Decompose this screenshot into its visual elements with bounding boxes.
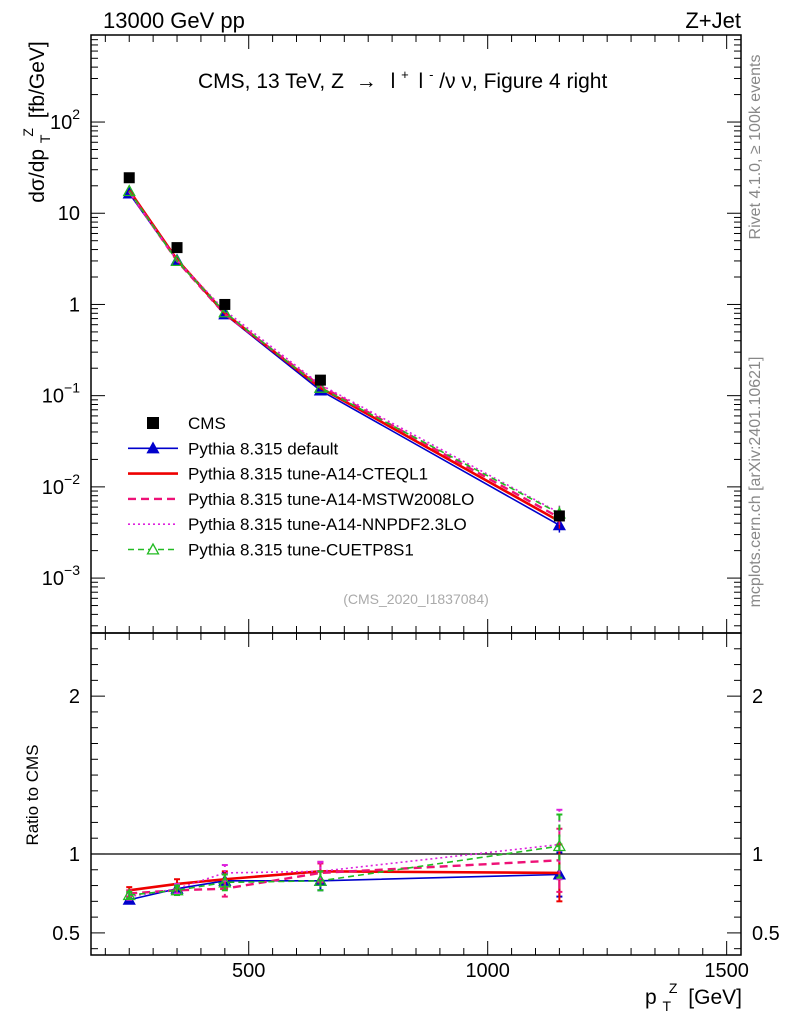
series-marker-ratio: [218, 875, 232, 888]
x-tick-label: 1500: [704, 960, 749, 982]
title-part-1: CMS, 13 TeV, Z: [198, 70, 344, 93]
series-marker-main: [170, 254, 184, 266]
title-sup-plus: +: [401, 67, 409, 82]
y-axis-label: dσ/dp T Z [fb/GeV]: [15, 41, 55, 203]
series-marker-ratio: [552, 839, 566, 852]
x-axis-label: p T Z [GeV]: [645, 975, 742, 1016]
title-arrow: →: [356, 70, 377, 93]
cms-data-point: [219, 298, 231, 310]
legend-label: Pythia 8.315 tune-A14-NNPDF2.3LO: [188, 515, 467, 534]
y-tick-exp: 2: [72, 106, 80, 122]
header-right: Z+Jet: [685, 8, 741, 33]
ratio-y-tick-label-right: 0.5: [752, 923, 780, 945]
legend-cms-label: CMS: [188, 414, 226, 433]
cms-data-point: [123, 172, 135, 184]
y-tick-exp: −3: [64, 562, 80, 578]
main-layer: [122, 172, 566, 533]
title-part-l1: l: [391, 70, 396, 93]
series-line-main: [128, 191, 560, 514]
y-tick-label: 10−3: [42, 562, 80, 590]
ratio-y-tick-label-right: 1: [752, 844, 763, 866]
cms-data-point: [314, 374, 326, 386]
xlabel-sub: T: [662, 998, 671, 1014]
ratio-y-tick-label: 1: [69, 844, 80, 866]
title-sup-minus: -: [429, 67, 433, 82]
rivet-label: Rivet 4.1.0, ≥ 100k events: [747, 55, 764, 240]
title-part-rest: /ν ν, Figure 4 right: [439, 70, 607, 93]
legend-label: Pythia 8.315 tune-A14-CTEQL1: [188, 465, 428, 484]
series-marker-ratio: [170, 883, 184, 896]
series-line-ratio: [129, 845, 560, 896]
y-tick-label: 10: [58, 203, 80, 225]
legend-cms-marker: [147, 417, 159, 429]
title-part-l2: l: [419, 70, 424, 93]
legend-marker: [146, 441, 160, 454]
ylabel-unit: [fb/GeV]: [26, 41, 49, 118]
series-marker-main: [313, 380, 328, 393]
y-tick-label: 102: [50, 106, 80, 134]
y-tick-exp: −2: [64, 471, 80, 487]
ratio-y-tick-label: 2: [69, 686, 80, 708]
mcplots-label: mcplots.cern.ch [arXiv:2401.10621]: [747, 357, 764, 608]
series-marker-ratio: [122, 888, 136, 901]
legend-label: Pythia 8.315 tune-A14-MSTW2008LO: [188, 490, 474, 509]
ratio-y-tick-label-right: 2: [752, 686, 763, 708]
y-tick-base: 10: [50, 112, 72, 134]
legend: CMS Pythia 8.315 default Pythia 8.315 tune…: [128, 414, 474, 560]
cms-data-point: [553, 510, 565, 522]
ratio-layer: [91, 808, 741, 905]
ratio-panel-frame: [90, 632, 742, 956]
ratio-y-axis-label: Ratio to CMS: [23, 744, 42, 845]
x-tick-label: 1000: [465, 960, 510, 982]
xlabel-sup: Z: [669, 980, 678, 996]
series-marker-main: [122, 184, 136, 197]
xlabel-unit: [GeV]: [688, 986, 742, 1009]
legend-label: Pythia 8.315 default: [188, 439, 339, 458]
y-tick-base: 10: [42, 477, 64, 499]
y-tick-label: 1: [69, 294, 80, 316]
ylabel-sup: Z: [20, 128, 36, 137]
y-tick-exp: −1: [64, 380, 80, 396]
ratio-y-tick-label: 0.5: [52, 923, 80, 945]
y-tick-label: 10−1: [42, 380, 80, 408]
analysis-watermark: (CMS_2020_I1837084): [343, 591, 489, 607]
y-tick-base: 10: [42, 386, 64, 408]
x-tick-label: 500: [232, 960, 265, 982]
cms-data-point: [171, 242, 183, 254]
xlabel-p: p: [645, 986, 657, 1009]
ylabel-part-1: dσ/dp: [26, 149, 49, 203]
series-marker-main: [218, 305, 232, 318]
series-line-main: [128, 190, 560, 515]
header-left: 13000 GeV pp: [103, 8, 245, 33]
series-marker-ratio: [313, 873, 328, 886]
chart-title: CMS, 13 TeV, Z → l + l - /ν ν, Figure 4 …: [198, 61, 607, 93]
y-tick-base: 10: [42, 568, 64, 590]
legend-label: Pythia 8.315 tune-CUETP8S1: [188, 541, 414, 560]
y-tick-label: 10−2: [42, 471, 80, 499]
legend-marker: [146, 542, 160, 555]
ylabel-sub: T: [37, 134, 53, 143]
